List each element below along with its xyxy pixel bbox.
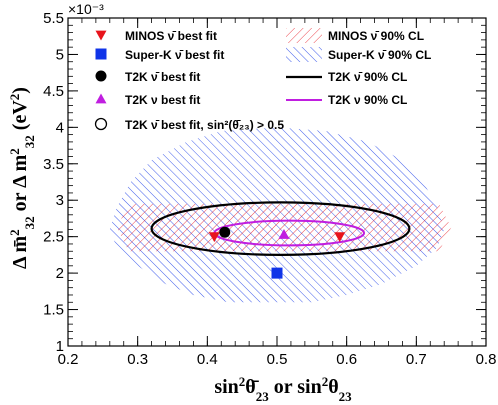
x-axis-title: sin2θ̄23 or sin2θ23 xyxy=(214,374,352,404)
legend-swatch-superk xyxy=(286,47,322,62)
data-point-2 xyxy=(271,267,283,279)
x-tick-label-0: 0.2 xyxy=(58,351,79,368)
legend-right-label-2: T2K ν̄ 90% CL xyxy=(328,70,407,84)
x-tick-label-4: 0.6 xyxy=(336,351,357,368)
legend-label-4: T2K ν̄ best fit, sin²(θ̄₂₃) > 0.5 xyxy=(125,118,284,132)
t2k-antinu-90cl-contour xyxy=(150,201,411,256)
legend-swatch-minos xyxy=(286,28,322,43)
data-point-4 xyxy=(278,228,290,239)
data-point-3 xyxy=(219,226,231,238)
y-tick-label-3: 2.5 xyxy=(43,229,64,246)
y-tick-label-1: 1.5 xyxy=(43,302,64,319)
y-tick-label-7: 4.5 xyxy=(43,83,64,100)
y-tick-label-2: 2 xyxy=(56,265,64,282)
y-multiplier: ×10⁻³ xyxy=(68,1,104,17)
legend-label-0: MINOS ν̄ best fit xyxy=(125,29,217,43)
x-tick-label-5: 0.7 xyxy=(406,351,427,368)
ticks-layer: 0.2 0.3 0.4 0.5 0.6 0.7 0.8 1 1.5 2 2.5 3 3.5 4 4.5 5 5.… xyxy=(43,10,496,368)
legend-marker-1 xyxy=(95,48,107,60)
legend-marker-2 xyxy=(95,70,107,82)
legend-right-label-3: T2K ν 90% CL xyxy=(328,93,407,107)
y-tick-label-4: 3 xyxy=(56,192,64,209)
legend-marker-0 xyxy=(95,30,107,41)
legend: MINOS ν̄ best fit Super-K ν̄ best fit T2K … xyxy=(94,28,431,132)
y-tick-label-9: 5.5 xyxy=(43,10,64,27)
contours-layer xyxy=(109,127,452,303)
legend-right-label-1: Super-K ν̄ 90% CL xyxy=(328,48,431,62)
legend-right-label-0: MINOS ν̄ 90% CL xyxy=(328,29,424,43)
legend-label-3: T2K ν best fit xyxy=(125,93,200,107)
y-tick-label-5: 3.5 xyxy=(43,156,64,173)
legend-label-1: Super-K ν̄ best fit xyxy=(125,48,224,62)
minos-90cl-region xyxy=(116,203,452,252)
data-point-1 xyxy=(334,232,346,243)
x-tick-label-3: 0.5 xyxy=(267,351,288,368)
data-point-0 xyxy=(208,232,220,243)
y-axis-title: Δ m̄232 or Δ m232 (eV2) xyxy=(7,87,37,269)
x-tick-label-1: 0.3 xyxy=(127,351,148,368)
legend-marker-3 xyxy=(95,93,107,104)
y-tick-label-8: 5 xyxy=(56,46,64,63)
x-tick-label-2: 0.4 xyxy=(197,351,218,368)
x-tick-label-6: 0.8 xyxy=(476,351,497,368)
y-tick-label-6: 4 xyxy=(56,119,64,136)
legend-label-2: T2K ν̄ best fit xyxy=(125,70,200,84)
legend-marker-4 xyxy=(94,117,108,131)
y-tick-label-0: 1 xyxy=(56,338,64,355)
points-layer xyxy=(208,226,346,279)
